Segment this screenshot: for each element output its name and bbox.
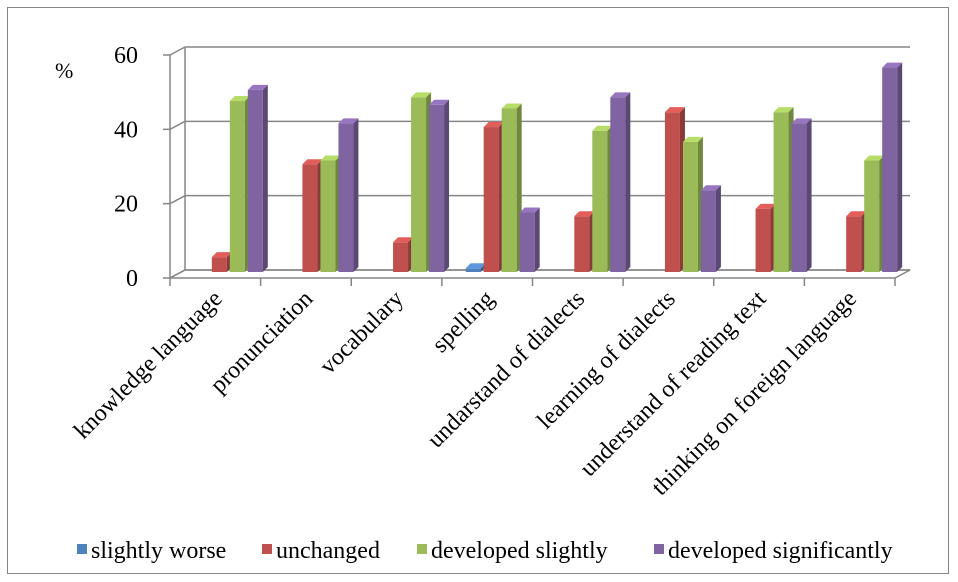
- bar: [229, 96, 250, 273]
- y-tick-label: 60: [114, 43, 138, 69]
- y-tick-label: 20: [114, 192, 138, 218]
- bar: [864, 155, 885, 272]
- x-category-label: spelling: [427, 286, 499, 358]
- legend-item: unchanged: [262, 538, 380, 564]
- legend-label: developed significantly: [668, 538, 893, 564]
- legend-swatch: [77, 544, 87, 554]
- bar: [755, 203, 776, 272]
- side-wall-line: [169, 120, 186, 130]
- x-category-label: vocabulary: [315, 286, 409, 380]
- legend-label: slightly worse: [91, 538, 226, 564]
- legend-swatch: [654, 544, 664, 554]
- legend-label: developed slightly: [431, 538, 608, 564]
- bar: [501, 103, 522, 272]
- bar: [846, 211, 867, 272]
- bar: [320, 155, 341, 272]
- bar: [211, 252, 232, 272]
- x-category-label: undarstand of dialects: [423, 286, 590, 453]
- x-category-label: understand of reading text: [575, 286, 771, 482]
- bar: [429, 99, 450, 272]
- y-tick-label: 40: [114, 117, 138, 143]
- side-wall-line: [169, 46, 186, 56]
- bar: [592, 125, 613, 273]
- legend: slightly worse unchanged developed slightl…: [77, 538, 893, 564]
- bar: [411, 92, 432, 272]
- legend-item: slightly worse: [77, 538, 226, 564]
- bar: [700, 185, 721, 272]
- bar: [610, 92, 631, 272]
- bar: [483, 122, 504, 272]
- bars: [211, 62, 903, 273]
- legend-swatch: [262, 544, 272, 554]
- y-unit-label: %: [55, 58, 73, 83]
- bar: [302, 159, 323, 272]
- bar: [338, 118, 359, 272]
- side-wall-line: [169, 195, 186, 205]
- legend-label: unchanged: [276, 538, 380, 564]
- bar: [664, 107, 685, 272]
- x-category-label: knowledge language: [69, 286, 227, 444]
- bar: [682, 136, 703, 272]
- bar: [574, 211, 595, 272]
- bar: [247, 84, 268, 272]
- chart-frame: [7, 7, 949, 574]
- bar: [773, 107, 794, 272]
- bar: [519, 207, 540, 272]
- bar: [882, 62, 903, 273]
- y-tick-label: 0: [126, 266, 138, 292]
- bar: [791, 118, 812, 272]
- legend-item: developed significantly: [654, 538, 893, 564]
- legend-item: developed slightly: [417, 538, 608, 564]
- legend-swatch: [417, 544, 427, 554]
- bar: [393, 237, 414, 272]
